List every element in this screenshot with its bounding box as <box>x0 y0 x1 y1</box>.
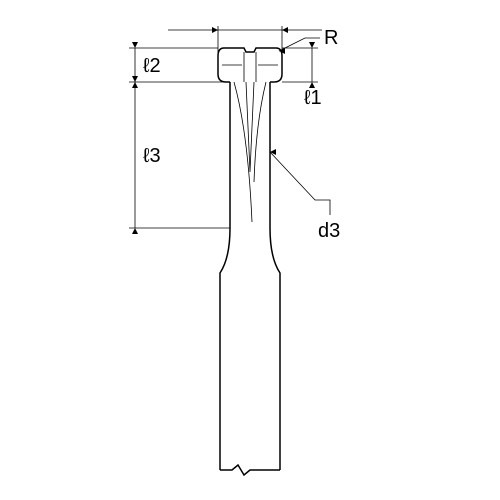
label-r: R <box>324 27 338 49</box>
label-l1: ℓ1 <box>304 87 322 109</box>
label-d3: d3 <box>318 220 340 242</box>
label-l3: ℓ3 <box>143 145 161 167</box>
label-l2: ℓ2 <box>143 55 161 77</box>
